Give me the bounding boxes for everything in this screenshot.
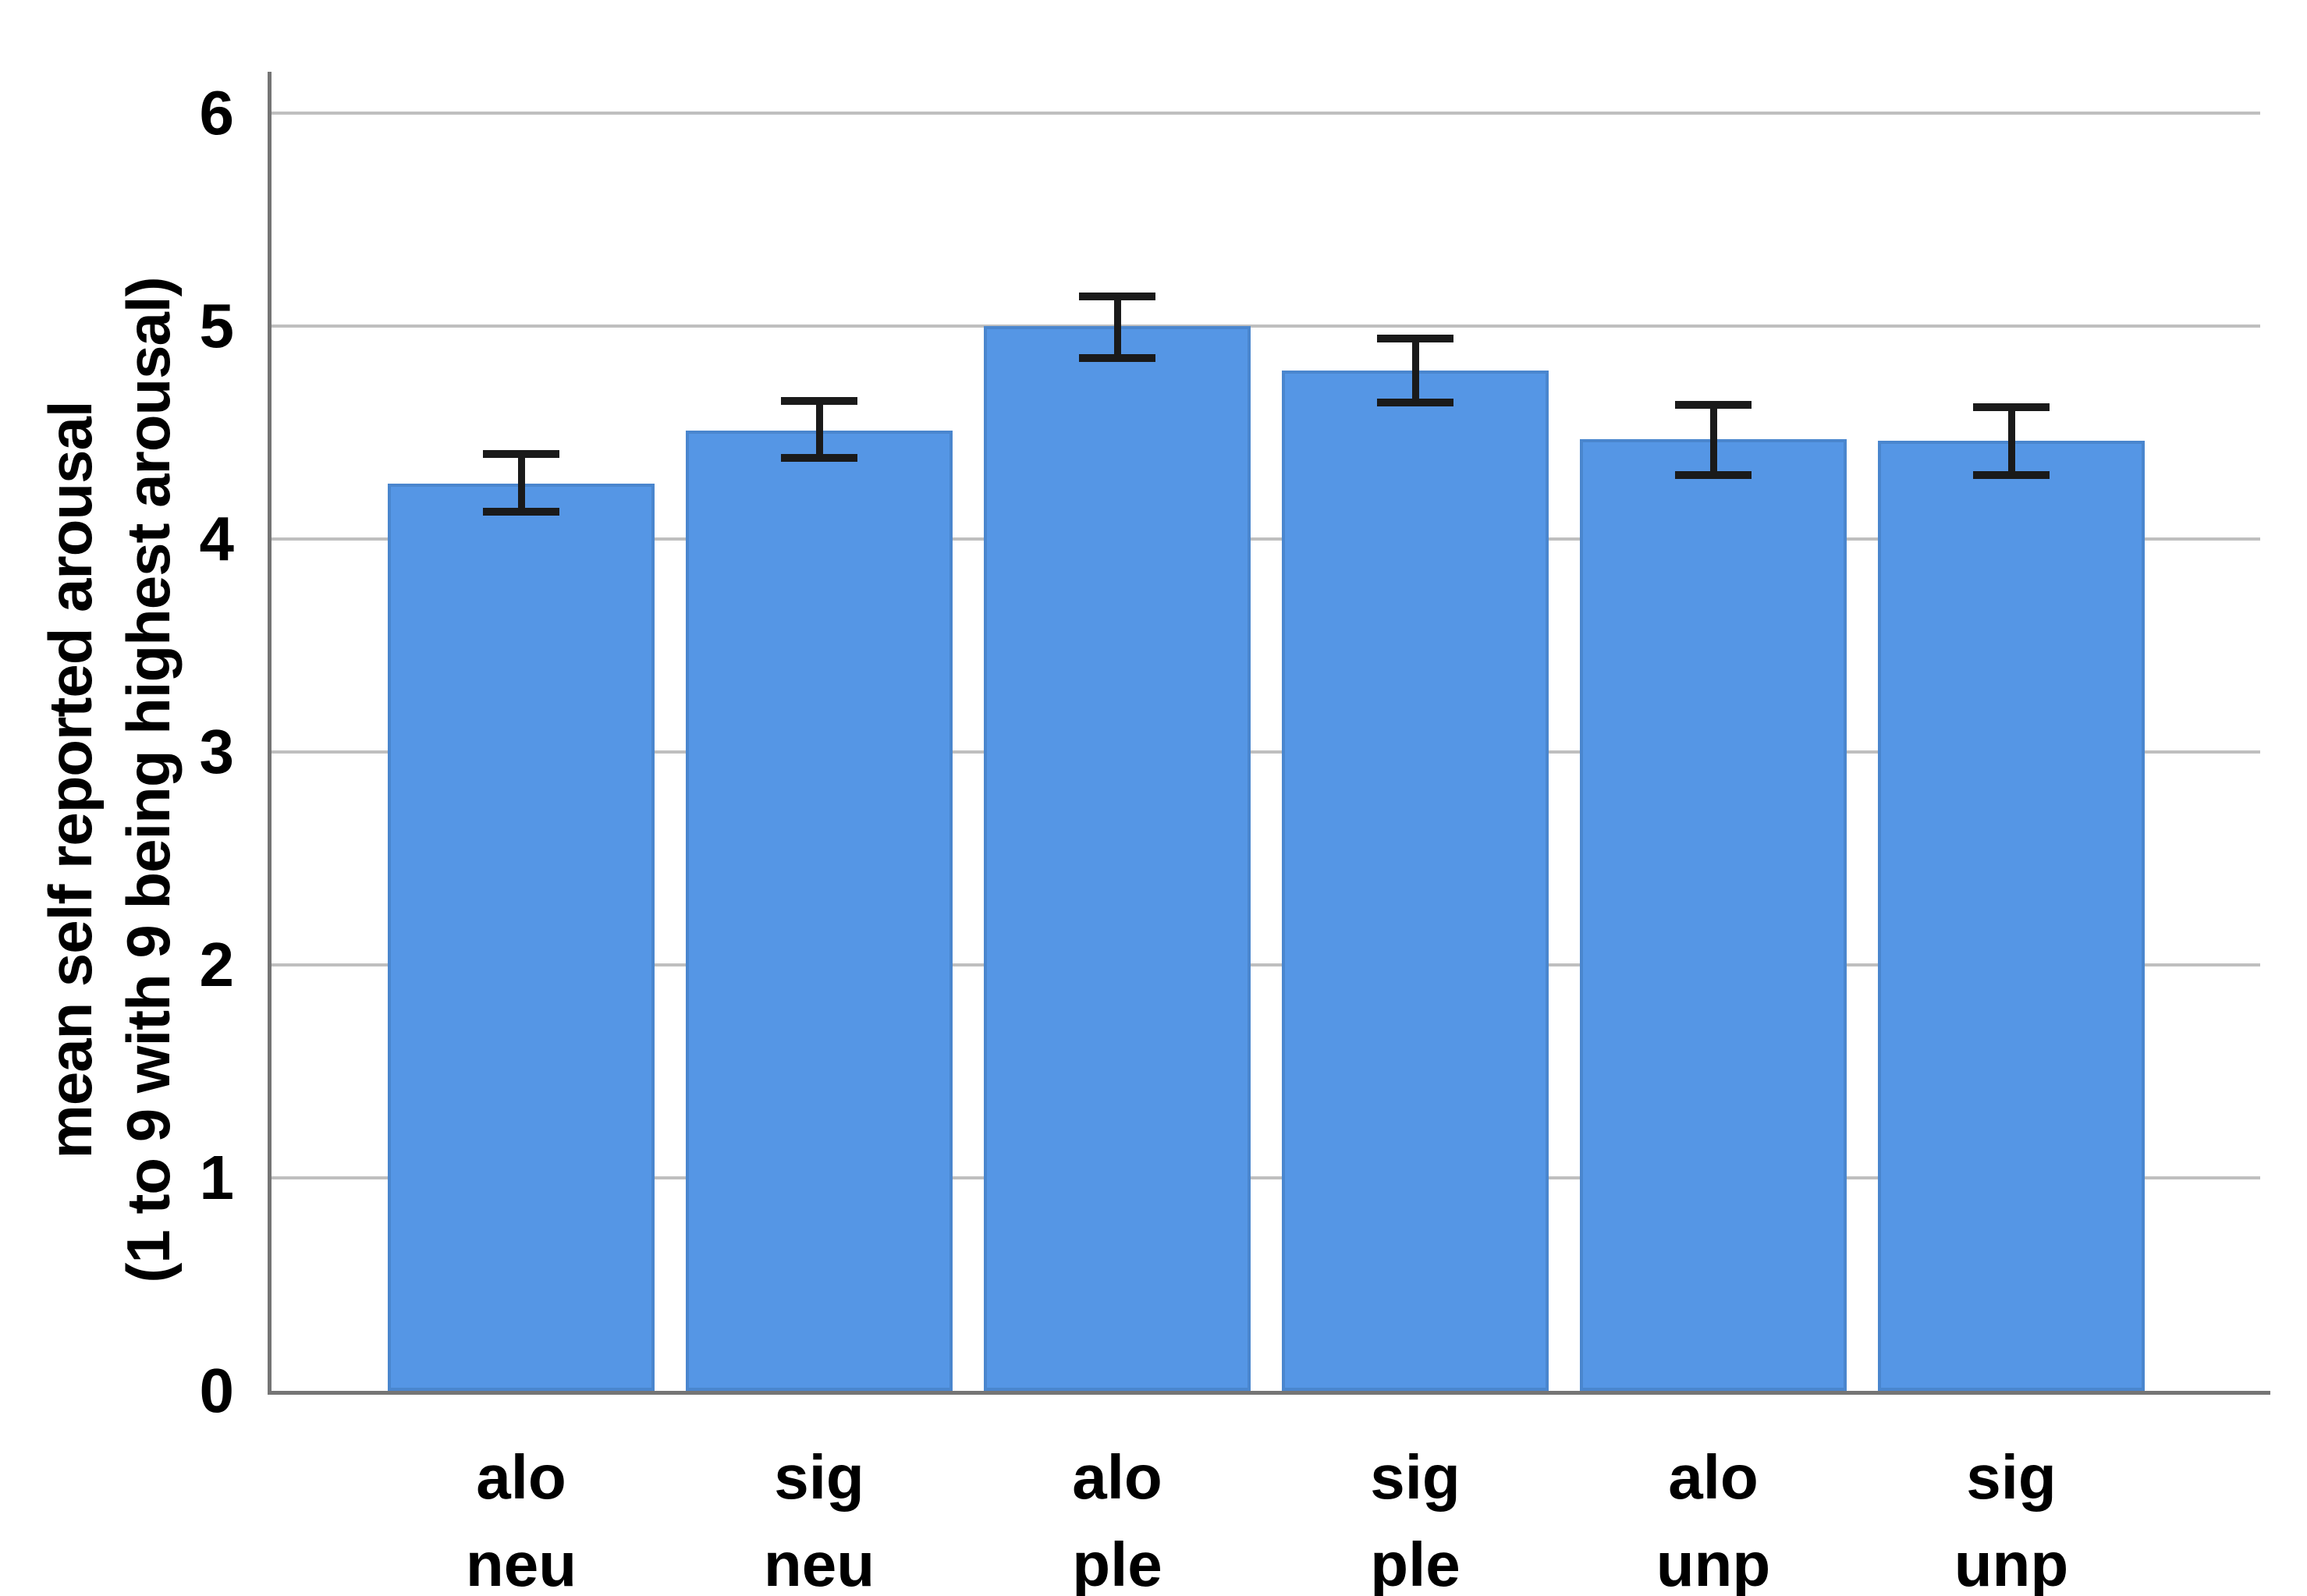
x-category-label-alo-neu: alo neu [373,1434,669,1596]
gridline [272,1176,2260,1179]
x-category-label-line1: sig [1966,1442,2057,1512]
y-tick-label: 1 [199,1143,235,1212]
x-category-label-line1: alo [1072,1442,1162,1512]
y-tick-label: 6 [199,78,235,147]
bar-sig-unp [1878,441,2145,1391]
x-category-label-line2: neu [465,1530,577,1596]
bar-alo-neu [388,484,655,1391]
y-tick-label: 5 [199,291,235,360]
error-bar-bottom-cap [1377,399,1453,407]
x-category-label-line1: sig [774,1442,864,1512]
x-category-label-line1: alo [1668,1442,1759,1512]
y-tick-label: 2 [199,930,235,999]
error-bar-bottom-cap [1079,353,1155,362]
error-bar-alo-unp [1710,405,1717,476]
x-category-label-line1: sig [1370,1442,1461,1512]
error-bar-top-cap [1377,335,1453,343]
error-bar-top-cap [781,396,857,405]
error-bar-bottom-cap [781,454,857,463]
x-category-label-sig-unp: sig unp [1863,1434,2160,1596]
x-category-label-alo-unp: alo unp [1565,1434,1862,1596]
error-bar-top-cap [1675,401,1752,409]
gridline [272,963,2260,966]
error-bar-alo-neu [518,453,525,512]
bar-sig-neu [686,430,953,1391]
bar-sig-ple [1282,371,1549,1391]
error-bar-top-cap [1973,403,2050,411]
error-bar-sig-unp [2008,406,2015,476]
y-tick-label: 0 [199,1356,235,1425]
error-bar-bottom-cap [1675,471,1752,480]
x-category-label-sig-ple: sig ple [1267,1434,1563,1596]
x-category-label-line2: unp [1954,1530,2069,1596]
error-bar-top-cap [483,449,559,458]
error-bar-sig-ple [1412,339,1419,403]
x-category-label-alo-ple: alo ple [969,1434,1265,1596]
bar-alo-ple [984,326,1251,1391]
bar-alo-unp [1580,438,1847,1391]
x-category-label-sig-neu: sig neu [671,1434,967,1596]
y-axis-line [268,72,272,1395]
error-bar-alo-ple [1114,296,1121,358]
x-category-label-line2: neu [763,1530,875,1596]
gridline [272,750,2260,754]
y-tick-label: 4 [199,504,235,573]
error-bar-bottom-cap [1973,471,2050,480]
gridline [272,325,2260,328]
gridline [272,537,2260,541]
y-tick-label: 3 [199,717,235,786]
x-axis-line [268,1391,2270,1395]
error-bar-sig-neu [816,400,823,459]
x-category-label-line2: ple [1072,1530,1162,1596]
x-category-label-line2: unp [1656,1530,1771,1596]
gridline [272,112,2260,115]
x-category-label-line1: alo [476,1442,566,1512]
x-category-label-line2: ple [1370,1530,1461,1596]
error-bar-bottom-cap [483,507,559,516]
error-bar-top-cap [1079,292,1155,300]
